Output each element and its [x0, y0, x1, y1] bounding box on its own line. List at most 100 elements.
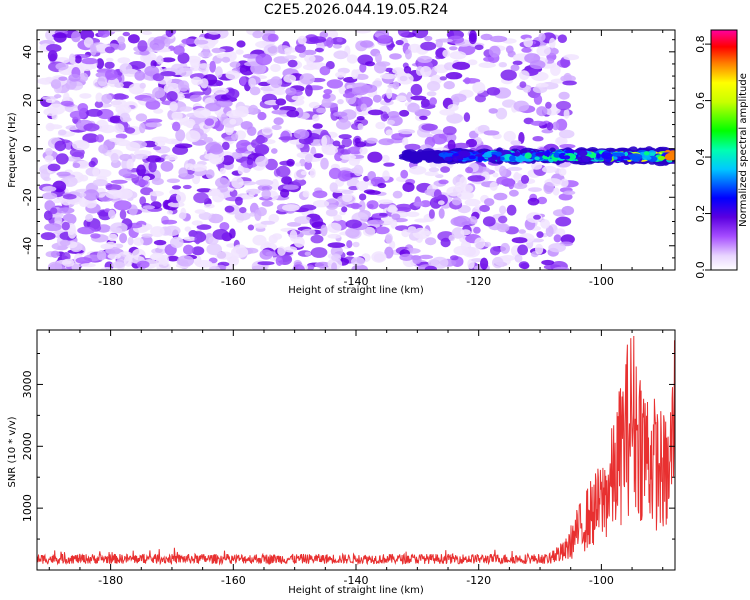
noise-blob [267, 33, 279, 42]
noise-blob [326, 37, 334, 48]
noise-blob [377, 182, 387, 189]
noise-blob [435, 38, 454, 43]
noise-blob [518, 229, 526, 234]
noise-blob [561, 205, 575, 216]
noise-blob [385, 233, 393, 244]
noise-blob [165, 30, 174, 38]
noise-blob [289, 229, 298, 242]
noise-blob [145, 99, 161, 110]
noise-blob [451, 197, 462, 206]
noise-blob [57, 207, 75, 214]
noise-blob [386, 88, 393, 99]
noise-blob [380, 73, 397, 80]
noise-blob [312, 114, 320, 122]
noise-blob [448, 46, 458, 51]
noise-blob [226, 110, 244, 118]
noise-blob [176, 192, 186, 204]
noise-blob [471, 258, 484, 263]
noise-blob [437, 200, 445, 205]
noise-blob [229, 61, 241, 68]
noise-blob [275, 256, 284, 266]
noise-blob [276, 165, 291, 178]
noise-blob [160, 161, 174, 172]
noise-blob [166, 178, 180, 184]
noise-blob [312, 200, 330, 208]
signal-core-blob [577, 155, 592, 163]
noise-blob [293, 129, 310, 140]
noise-blob [418, 254, 434, 260]
noise-blob [356, 116, 365, 121]
signal-core-blob [563, 155, 571, 160]
noise-blob [295, 162, 302, 167]
noise-blob [474, 44, 484, 51]
noise-blob [153, 239, 167, 246]
noise-blob [483, 241, 492, 247]
noise-blob [452, 61, 471, 70]
spectrogram-xlabel: Height of straight line (km) [288, 285, 424, 296]
noise-blob [367, 151, 383, 163]
noise-blob [134, 70, 146, 81]
noise-blob [397, 129, 416, 135]
noise-blob [182, 120, 194, 127]
noise-blob [271, 109, 289, 115]
noise-blob [463, 112, 471, 123]
snr-panel: -180 -160 -140 -120 -100 1000 2000 3000 Height … [7, 329, 676, 596]
noise-blob [194, 234, 201, 245]
noise-blob [273, 88, 286, 96]
noise-blob [310, 247, 328, 258]
noise-blob [58, 76, 68, 81]
noise-blob [179, 106, 193, 112]
noise-blob [181, 38, 197, 45]
noise-blob [404, 49, 412, 60]
noise-blob [177, 255, 194, 267]
noise-blob [503, 130, 516, 142]
noise-blob [433, 189, 442, 200]
signal-core-blob [601, 152, 613, 160]
noise-blob [354, 30, 371, 34]
noise-blob [374, 226, 390, 235]
noise-blob [127, 236, 134, 246]
noise-blob [429, 97, 437, 106]
noise-blob [203, 137, 214, 143]
noise-blob [257, 261, 275, 266]
noise-blob [500, 69, 517, 81]
noise-blob [301, 228, 316, 236]
noise-blob [351, 264, 368, 270]
noise-blob [560, 178, 569, 188]
noise-blob [149, 39, 165, 51]
noise-blob [153, 146, 162, 151]
signal-core-blob [643, 151, 650, 156]
snr-ylabel: SNR (10 * v/v) [7, 416, 18, 487]
noise-blob [327, 242, 346, 248]
noise-blob [316, 107, 327, 114]
noise-blob [196, 188, 213, 193]
colorbar-gradient [711, 30, 737, 270]
noise-blob [195, 260, 213, 268]
spectrogram-panel: -180 -160 -140 -120 -100 -40 -20 0 20 40 Height o… [7, 29, 676, 296]
noise-blob [40, 232, 56, 241]
noise-blob [557, 136, 566, 145]
spectrogram-xtick-label: -140 [344, 275, 369, 288]
noise-blob [43, 107, 59, 116]
spectrogram-xtick-label: -160 [221, 275, 246, 288]
noise-blob [528, 187, 542, 193]
noise-blob [341, 189, 354, 195]
noise-blob [446, 113, 463, 124]
noise-blob [59, 239, 71, 247]
noise-blob [403, 66, 412, 74]
noise-blob [536, 231, 544, 239]
noise-blob [312, 190, 328, 199]
noise-blob [291, 95, 305, 101]
colorbar-tick-label: 0.8 [694, 35, 707, 53]
noise-blob [231, 176, 244, 189]
signal-core-blob [482, 153, 493, 158]
noise-blob [326, 204, 338, 210]
noise-blob [44, 223, 62, 232]
noise-blob [225, 70, 240, 80]
noise-blob [239, 76, 247, 86]
noise-blob [160, 71, 176, 77]
noise-blob [338, 85, 346, 95]
noise-blob [242, 53, 260, 59]
noise-blob [193, 107, 211, 119]
noise-blob [450, 255, 459, 261]
